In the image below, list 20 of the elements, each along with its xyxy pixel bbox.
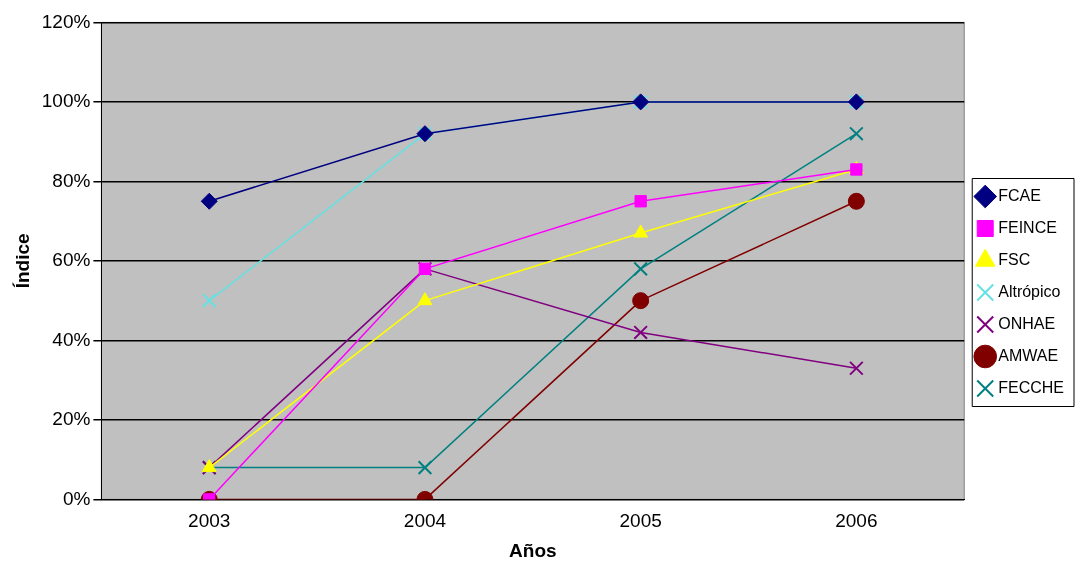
x-tick-label: 2006: [835, 510, 878, 532]
y-tick-label: 0%: [62, 487, 91, 509]
y-tick-label: 40%: [52, 328, 91, 350]
x-tick-label: 2003: [188, 510, 231, 532]
legend-label: FECCHE: [998, 378, 1064, 396]
y-tick-label: 20%: [52, 408, 91, 430]
legend-label: ONHAE: [998, 314, 1056, 332]
x-axis-title: Años: [509, 539, 557, 561]
y-tick-label: 100%: [41, 90, 91, 112]
legend-label: FSC: [998, 250, 1031, 268]
y-tick-label: 120%: [41, 10, 91, 32]
x-tick-label: 2005: [619, 510, 662, 532]
x-tick-label: 2004: [403, 510, 447, 532]
y-axis-title: Índice: [11, 233, 33, 289]
y-tick-label: 80%: [52, 169, 91, 191]
legend-label: FEINCE: [998, 218, 1057, 236]
legend-label: AMWAE: [998, 346, 1059, 364]
y-tick-label: 60%: [52, 249, 91, 271]
legend-label: FCAE: [998, 186, 1041, 204]
legend-label: Altrópico: [998, 282, 1061, 300]
